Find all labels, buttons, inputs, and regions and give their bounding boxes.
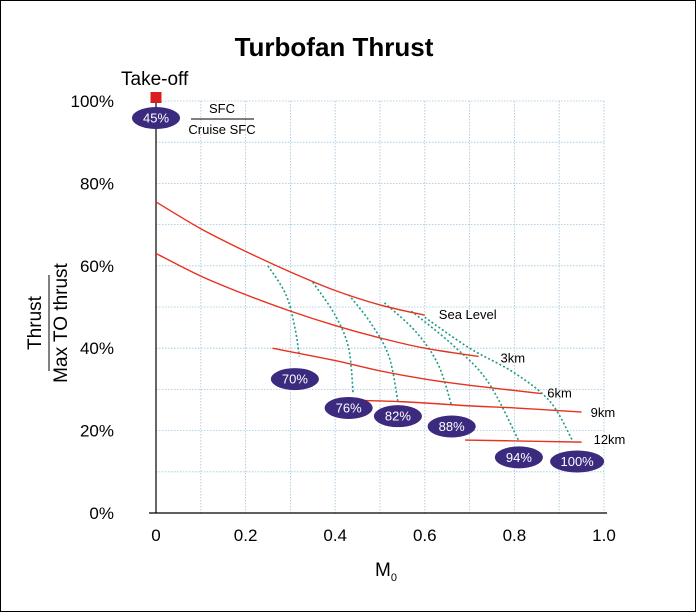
sfc-bubble-94pct: 94% bbox=[494, 446, 543, 469]
sfc-bubble-88pct: 88% bbox=[427, 415, 476, 438]
takeoff-marker-group: Take-off 45% bbox=[121, 69, 189, 129]
y-axis-title-numerator: Thrust bbox=[25, 295, 46, 350]
x-tick-label: 0.4 bbox=[323, 526, 347, 545]
sfc-bubble-shape bbox=[373, 405, 422, 428]
curve-label-3km: 3km bbox=[501, 350, 526, 365]
curve-label-12km: 12km bbox=[594, 432, 626, 447]
takeoff-marker bbox=[150, 92, 162, 103]
curve-3km bbox=[155, 252, 479, 358]
curve-sea-level bbox=[155, 201, 425, 316]
sfc-bubble-label: 100% bbox=[560, 454, 594, 469]
x-tick-label: 0.2 bbox=[234, 526, 258, 545]
sfc-bubble-label: 94% bbox=[506, 450, 532, 465]
y-axis-title: Thrust Max TO thrust bbox=[25, 262, 72, 382]
takeoff-sfc-bubble bbox=[132, 107, 180, 129]
thrust-curves bbox=[155, 201, 582, 443]
y-tick-label: 0% bbox=[89, 504, 114, 523]
curve-labels: Sea Level 3km 6km 9km 12km bbox=[439, 307, 626, 447]
y-tick-label: 20% bbox=[80, 422, 114, 441]
x-axis-title: M0 bbox=[375, 560, 397, 584]
curve-label-9km: 9km bbox=[591, 405, 616, 420]
y-tick-label: 100% bbox=[71, 92, 114, 111]
sfc-contour-76pct bbox=[312, 281, 354, 394]
sfc-bubble-label: 88% bbox=[439, 419, 465, 434]
sfc-bubble-shape bbox=[270, 368, 319, 391]
sfc-bubble-76pct: 76% bbox=[324, 396, 373, 419]
x-tick-label: 0.6 bbox=[413, 526, 437, 545]
sfc-legend: SFC Cruise SFC bbox=[188, 101, 255, 137]
sfc-contour-70pct bbox=[267, 265, 301, 357]
sfc-bubble-shape bbox=[494, 446, 543, 469]
x-axis-title-main: M bbox=[375, 560, 391, 581]
sfc-bubble-label: 76% bbox=[336, 400, 362, 415]
sfc-bubble-label: 82% bbox=[385, 409, 411, 424]
sfc-bubbles: 70% 76% 82% 88% 94% 100% bbox=[270, 368, 605, 473]
x-tick-label: 0.8 bbox=[503, 526, 527, 545]
sfc-bubble-shape bbox=[550, 450, 605, 473]
curve-12km bbox=[465, 439, 582, 443]
curve-label-6km: 6km bbox=[547, 386, 572, 401]
x-tick-label: 1.0 bbox=[592, 526, 616, 545]
x-tick-labels: 0 0.2 0.4 0.6 0.8 1.0 bbox=[151, 526, 616, 545]
sfc-contour-100pct bbox=[424, 316, 574, 442]
sfc-contour-82pct bbox=[348, 294, 399, 402]
x-tick-label: 0 bbox=[151, 526, 160, 545]
y-tick-labels: 0% 20% 40% 60% 80% 100% bbox=[71, 92, 114, 523]
y-axis-title-denominator: Max TO thrust bbox=[51, 262, 72, 382]
sfc-bubble-70pct: 70% bbox=[270, 368, 319, 391]
sfc-legend-denominator: Cruise SFC bbox=[188, 122, 255, 137]
curve-9km bbox=[335, 399, 582, 413]
y-tick-label: 80% bbox=[80, 174, 114, 193]
y-tick-label: 60% bbox=[80, 257, 114, 276]
curve-6km bbox=[272, 347, 542, 395]
takeoff-sfc-label: 45% bbox=[143, 111, 169, 126]
sfc-bubble-label: 70% bbox=[282, 372, 308, 387]
chart-title: Turbofan Thrust bbox=[235, 32, 434, 62]
sfc-legend-numerator: SFC bbox=[209, 101, 235, 116]
y-tick-label: 40% bbox=[80, 339, 114, 358]
takeoff-label: Take-off bbox=[121, 69, 189, 90]
sfc-bubble-shape bbox=[324, 396, 373, 419]
sfc-bubble-shape bbox=[427, 415, 476, 438]
curve-label-sea-level: Sea Level bbox=[439, 307, 497, 322]
x-axis-title-subscript: 0 bbox=[391, 572, 397, 584]
sfc-bubble-100pct: 100% bbox=[550, 450, 605, 473]
sfc-contour-94pct bbox=[410, 310, 520, 442]
sfc-bubble-82pct: 82% bbox=[373, 405, 422, 428]
grid bbox=[156, 100, 605, 513]
sfc-contour-88pct bbox=[383, 302, 453, 407]
